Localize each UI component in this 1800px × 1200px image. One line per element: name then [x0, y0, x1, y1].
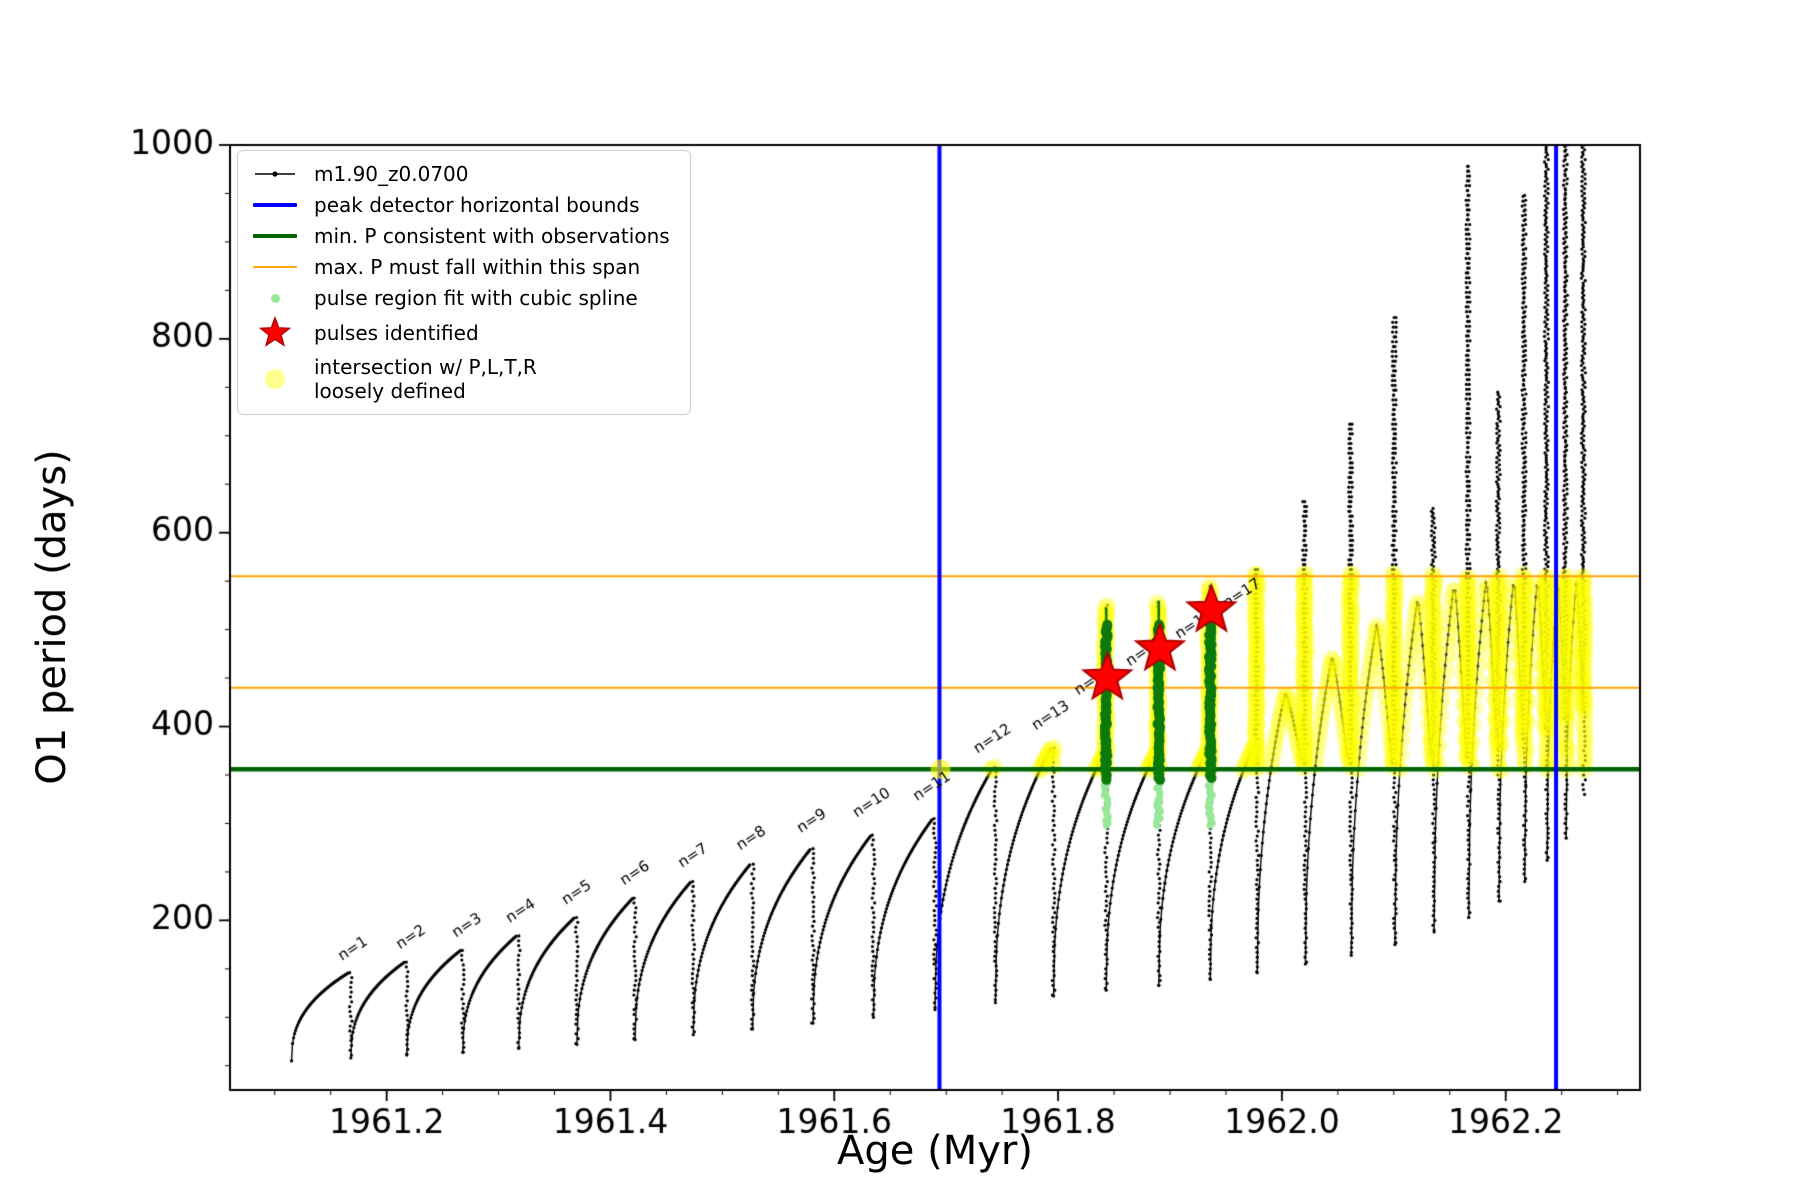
legend: m1.90_z0.0700 peak detector horizontal b…	[237, 150, 691, 415]
red-star-icon	[250, 316, 300, 350]
legend-entry-pulses: pulses identified	[250, 316, 670, 350]
legend-label: max. P must fall within this span	[314, 254, 641, 279]
legend-entry-min-p: min. P consistent with observations	[250, 223, 670, 249]
legend-label: min. P consistent with observations	[314, 223, 670, 248]
legend-label: peak detector horizontal bounds	[314, 192, 640, 217]
series-line-dot-marker	[250, 164, 300, 184]
legend-entry-series: m1.90_z0.0700	[250, 161, 670, 187]
legend-entry-max-p: max. P must fall within this span	[250, 254, 670, 280]
yellow-dot-marker	[250, 369, 300, 390]
legend-label: pulse region fit with cubic spline	[314, 285, 638, 310]
x-axis-label: Age (Myr)	[837, 1128, 1033, 1174]
legend-entry-pulse-fit: pulse region fit with cubic spline	[250, 285, 670, 311]
green-line-marker	[250, 234, 300, 238]
orange-line-marker	[250, 266, 300, 268]
legend-label: m1.90_z0.0700	[314, 161, 469, 186]
y-axis-label: O1 period (days)	[29, 449, 75, 785]
legend-entry-intersection: intersection w/ P,L,T,R loosely defined	[250, 355, 670, 404]
legend-label: pulses identified	[314, 320, 479, 345]
legend-entry-bounds: peak detector horizontal bounds	[250, 192, 670, 218]
light-green-dot-marker	[250, 293, 300, 303]
blue-line-marker	[250, 203, 300, 207]
legend-label: intersection w/ P,L,T,R loosely defined	[314, 355, 537, 404]
